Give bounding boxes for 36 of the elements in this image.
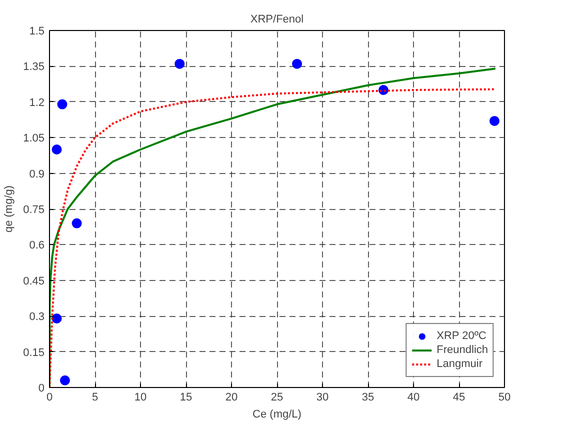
x-tick-label: 40 bbox=[407, 392, 420, 404]
x-tick-label: 20 bbox=[225, 392, 238, 404]
legend-label: Freundlich bbox=[436, 343, 488, 357]
x-tick-label: 25 bbox=[270, 392, 284, 404]
point bbox=[292, 58, 302, 69]
x-tick-label: 10 bbox=[134, 392, 147, 404]
point bbox=[57, 99, 68, 110]
y-tick-label: 0.75 bbox=[23, 204, 45, 216]
x-tick-label: 0 bbox=[46, 392, 53, 404]
y-tick-label: 1.5 bbox=[29, 26, 45, 38]
point bbox=[489, 116, 500, 126]
legend-label: Langmuir bbox=[436, 357, 482, 371]
point bbox=[174, 58, 185, 69]
x-tick-label: 45 bbox=[452, 392, 466, 404]
x-tick-label: 30 bbox=[316, 392, 329, 404]
point bbox=[52, 144, 62, 154]
x-tick-label: 15 bbox=[180, 392, 192, 404]
legend-label: XRP 20ºC bbox=[436, 329, 486, 343]
y-axis-title: qe (mg/g) bbox=[3, 185, 16, 233]
y-tick-label: 0.6 bbox=[29, 240, 45, 252]
x-tick-label: 5 bbox=[92, 392, 98, 404]
y-tick-label: 0 bbox=[38, 382, 45, 394]
y-tick-label: 1.2 bbox=[29, 96, 45, 109]
y-tick-label: 0.15 bbox=[23, 346, 45, 359]
y-tick-label: 1.05 bbox=[23, 132, 45, 145]
y-tick-label: 0.45 bbox=[23, 275, 45, 288]
x-axis-title: Ce (mg/L) bbox=[252, 408, 302, 420]
x-tick-label: 50 bbox=[498, 392, 511, 404]
y-tick-label: 1.35 bbox=[23, 61, 45, 74]
chart-title: XRP/Fenol bbox=[250, 14, 304, 26]
point bbox=[60, 375, 70, 386]
point bbox=[72, 218, 82, 228]
point bbox=[52, 313, 62, 324]
x-tick-label: 35 bbox=[362, 392, 374, 404]
y-tick-label: 0.9 bbox=[29, 168, 45, 180]
y-tick-label: 0.3 bbox=[29, 311, 45, 324]
